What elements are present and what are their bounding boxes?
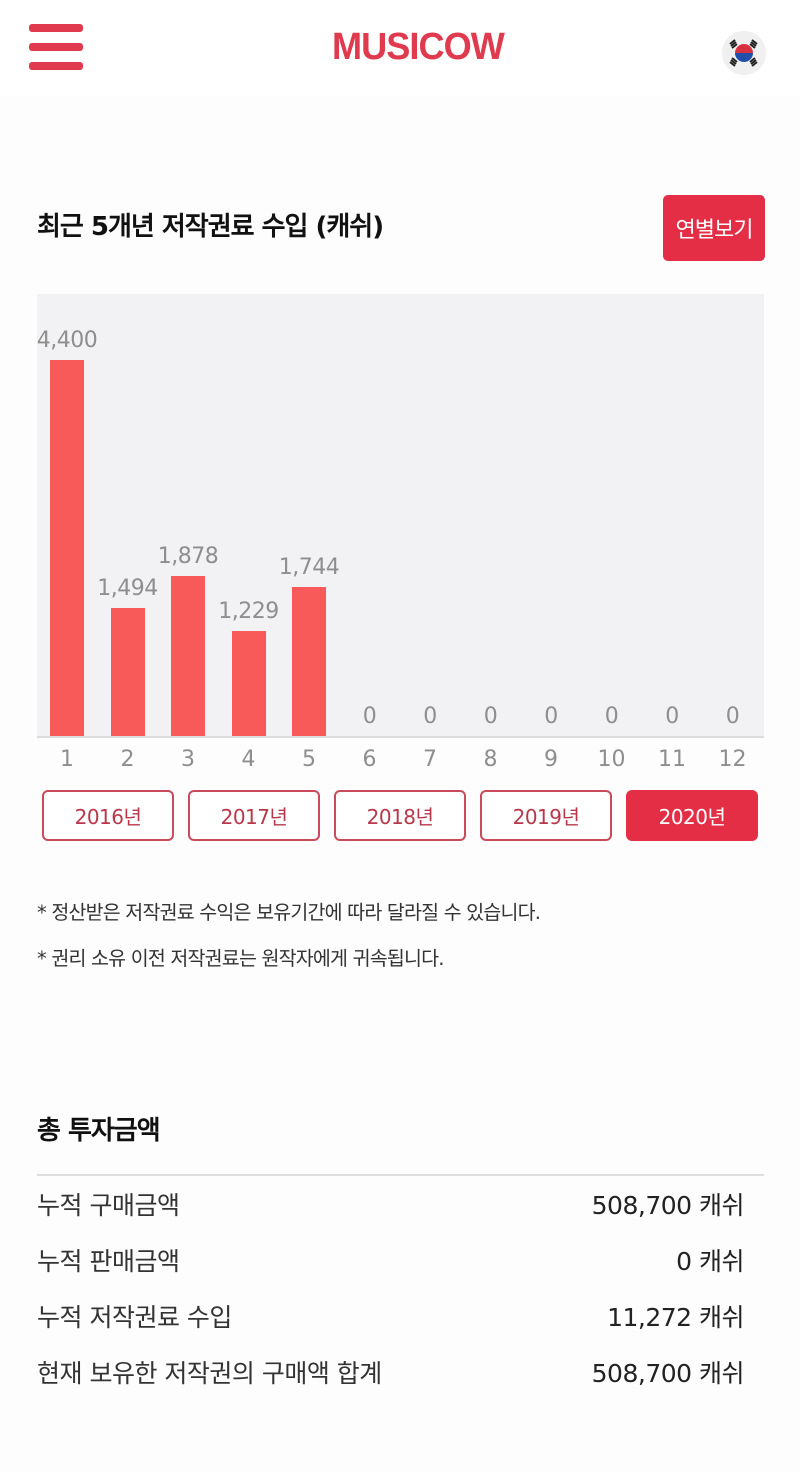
- year-tab-2020[interactable]: 2020년: [626, 790, 758, 841]
- bar-value-label: 0: [423, 704, 437, 729]
- year-tab-2017[interactable]: 2017년: [188, 790, 320, 841]
- x-axis-label: 2: [120, 747, 135, 772]
- bar-value-label: 0: [665, 704, 679, 729]
- x-axis-label: 5: [302, 747, 316, 772]
- monthly-royalty-chart: [37, 294, 764, 737]
- summary-value-royalty: 11,272 캐쉬: [607, 1303, 744, 1332]
- chart-baseline: [37, 736, 764, 738]
- x-axis-label: 7: [423, 747, 437, 772]
- royalty-section-title: 최근 5개년 저작권료 수입 (캐쉬): [37, 212, 384, 242]
- summary-label-holdings: 현재 보유한 저작권의 구매액 합계: [37, 1359, 382, 1388]
- summary-value-holdings: 508,700 캐쉬: [591, 1359, 745, 1388]
- bar-value-label: 0: [604, 704, 619, 729]
- year-tab-2016[interactable]: 2016년: [42, 790, 174, 841]
- bar-value-label: 4,400: [36, 328, 98, 353]
- chart-bar: [292, 587, 326, 736]
- note-ownership: * 권리 소유 이전 저작권료는 원작자에게 귀속됩니다.: [37, 947, 444, 970]
- bar-value-label: 0: [544, 704, 558, 729]
- x-axis-label: 4: [241, 747, 256, 772]
- x-axis-label: 6: [362, 747, 377, 772]
- summary-value-sales: 0 캐쉬: [676, 1247, 744, 1276]
- bar-value-label: 1,229: [218, 599, 279, 624]
- bar-value-label: 1,494: [97, 576, 158, 601]
- total-investment-title: 총 투자금액: [37, 1116, 161, 1146]
- x-axis-label: 11: [658, 747, 686, 772]
- bar-value-label: 1,878: [157, 544, 219, 569]
- bar-value-label: 0: [725, 704, 740, 729]
- chart-bar: [110, 608, 145, 736]
- chart-bar: [231, 631, 266, 736]
- note-settlement: * 정산받은 저작권료 수익은 보유기간에 따라 달라질 수 있습니다.: [37, 901, 541, 924]
- year-tab-2018[interactable]: 2018년: [334, 790, 466, 841]
- summary-value-purchase: 508,700 캐쉬: [591, 1191, 745, 1220]
- summary-divider: [37, 1174, 764, 1176]
- bar-value-label: 0: [362, 704, 377, 729]
- year-tab-2019[interactable]: 2019년: [480, 790, 612, 841]
- bar-value-label: 1,744: [278, 555, 340, 580]
- x-axis-label: 9: [544, 747, 558, 772]
- x-axis-label: 8: [483, 747, 498, 772]
- hamburger-menu-icon[interactable]: [29, 24, 83, 70]
- x-axis-label: 3: [181, 747, 195, 772]
- summary-label-sales: 누적 판매금액: [37, 1247, 180, 1276]
- app-header: MUSICOW: [0, 0, 800, 96]
- musicow-logo[interactable]: MUSICOW: [332, 26, 505, 68]
- x-axis-label: 1: [60, 747, 74, 772]
- chart-bar: [171, 576, 205, 736]
- bar-value-label: 0: [483, 704, 498, 729]
- yearly-view-button[interactable]: 연별보기: [663, 195, 765, 261]
- chart-bar: [50, 360, 84, 736]
- summary-label-royalty: 누적 저작권료 수입: [37, 1303, 232, 1332]
- x-axis-label: 10: [597, 747, 626, 772]
- x-axis-label: 12: [718, 747, 747, 772]
- summary-label-purchase: 누적 구매금액: [37, 1191, 180, 1220]
- korea-flag-icon[interactable]: [722, 31, 766, 75]
